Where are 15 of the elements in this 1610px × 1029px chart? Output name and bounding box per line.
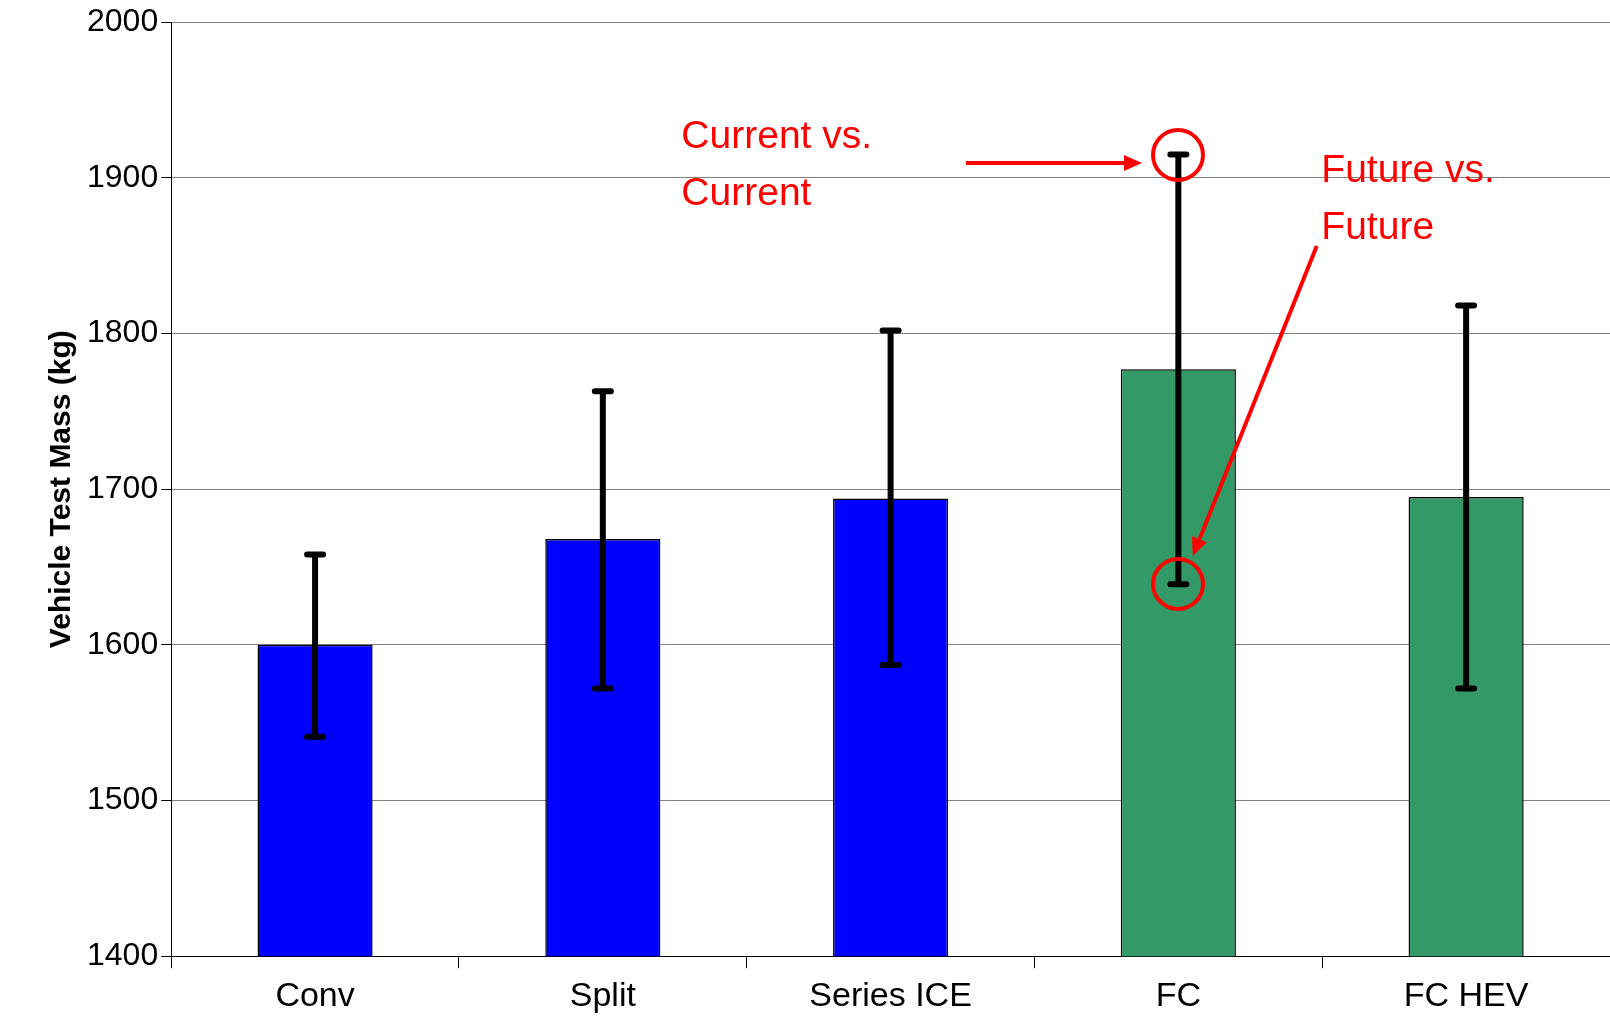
y-tick-label: 2000 <box>87 2 159 39</box>
x-tick-label: FC HEV <box>1403 974 1529 1013</box>
x-tick-label: Split <box>569 974 637 1013</box>
x-tick-label: Series ICE <box>809 974 972 1013</box>
y-tick-label: 1500 <box>87 780 159 817</box>
y-tick-label: 1400 <box>87 936 159 973</box>
y-axis-title: Vehicle Test Mass (kg) <box>43 330 77 649</box>
x-tick-label: Conv <box>275 974 355 1013</box>
annotation: Current vs. Current <box>681 113 873 214</box>
y-tick-label: 1700 <box>87 469 159 506</box>
annotation: Future vs. Future <box>1321 146 1495 247</box>
y-tick-label: 1900 <box>87 157 159 194</box>
y-tick-label: 1800 <box>87 313 159 350</box>
x-tick-label: FC <box>1155 974 1202 1013</box>
y-tick-label: 1600 <box>87 624 159 661</box>
